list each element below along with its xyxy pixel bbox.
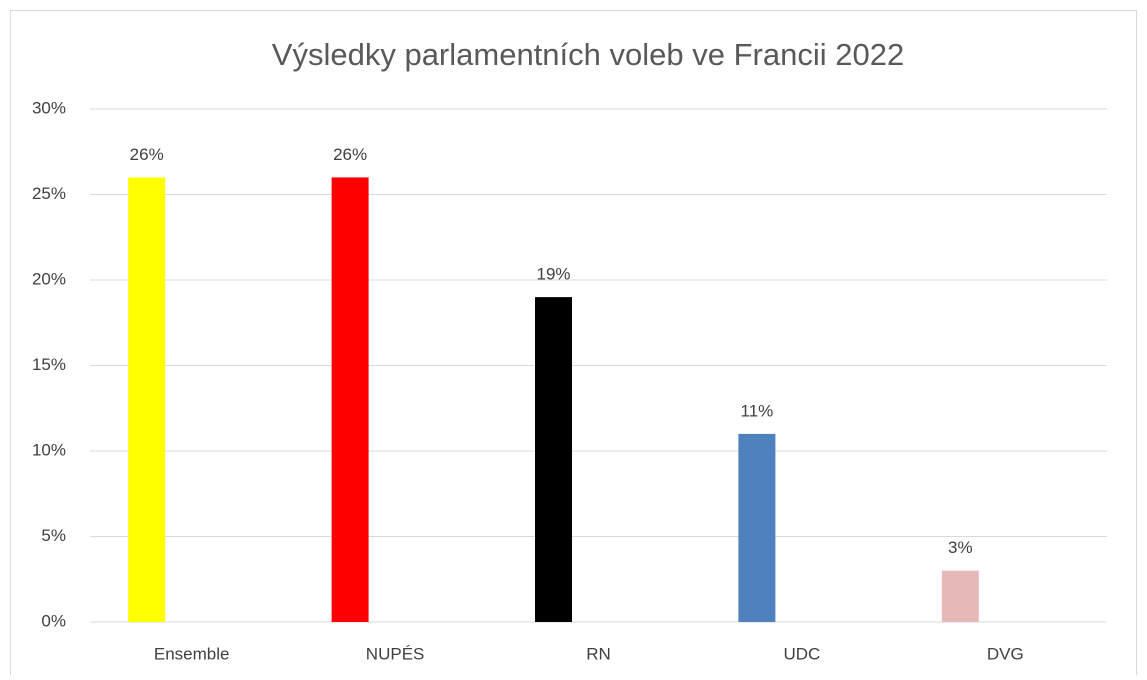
bar — [941, 570, 979, 622]
x-tick-label: NUPÉS — [366, 644, 425, 663]
y-tick-label: 15% — [32, 355, 66, 374]
chart-border — [10, 10, 1137, 680]
bar — [128, 177, 166, 622]
bar — [535, 297, 572, 622]
y-tick-label: 25% — [32, 184, 66, 203]
value-label: 3% — [948, 538, 973, 557]
value-label: 19% — [536, 265, 570, 284]
x-tick-label: Ensemble — [154, 644, 230, 663]
y-tick-label: 10% — [32, 440, 66, 459]
y-tick-label: 0% — [41, 611, 66, 630]
x-tick-label: DVG — [987, 644, 1024, 663]
chart-title: Výsledky parlamentních voleb ve Francii … — [272, 37, 904, 72]
x-tick-label: UDC — [783, 644, 820, 663]
bar — [738, 433, 776, 622]
value-label: 11% — [741, 401, 774, 420]
y-tick-label: 20% — [32, 269, 66, 288]
y-tick-label: 30% — [32, 98, 66, 117]
x-tick-label: RN — [586, 644, 611, 663]
y-tick-label: 5% — [41, 526, 66, 545]
bar — [331, 177, 369, 622]
value-label: 26% — [333, 145, 367, 164]
value-label: 26% — [130, 145, 164, 164]
